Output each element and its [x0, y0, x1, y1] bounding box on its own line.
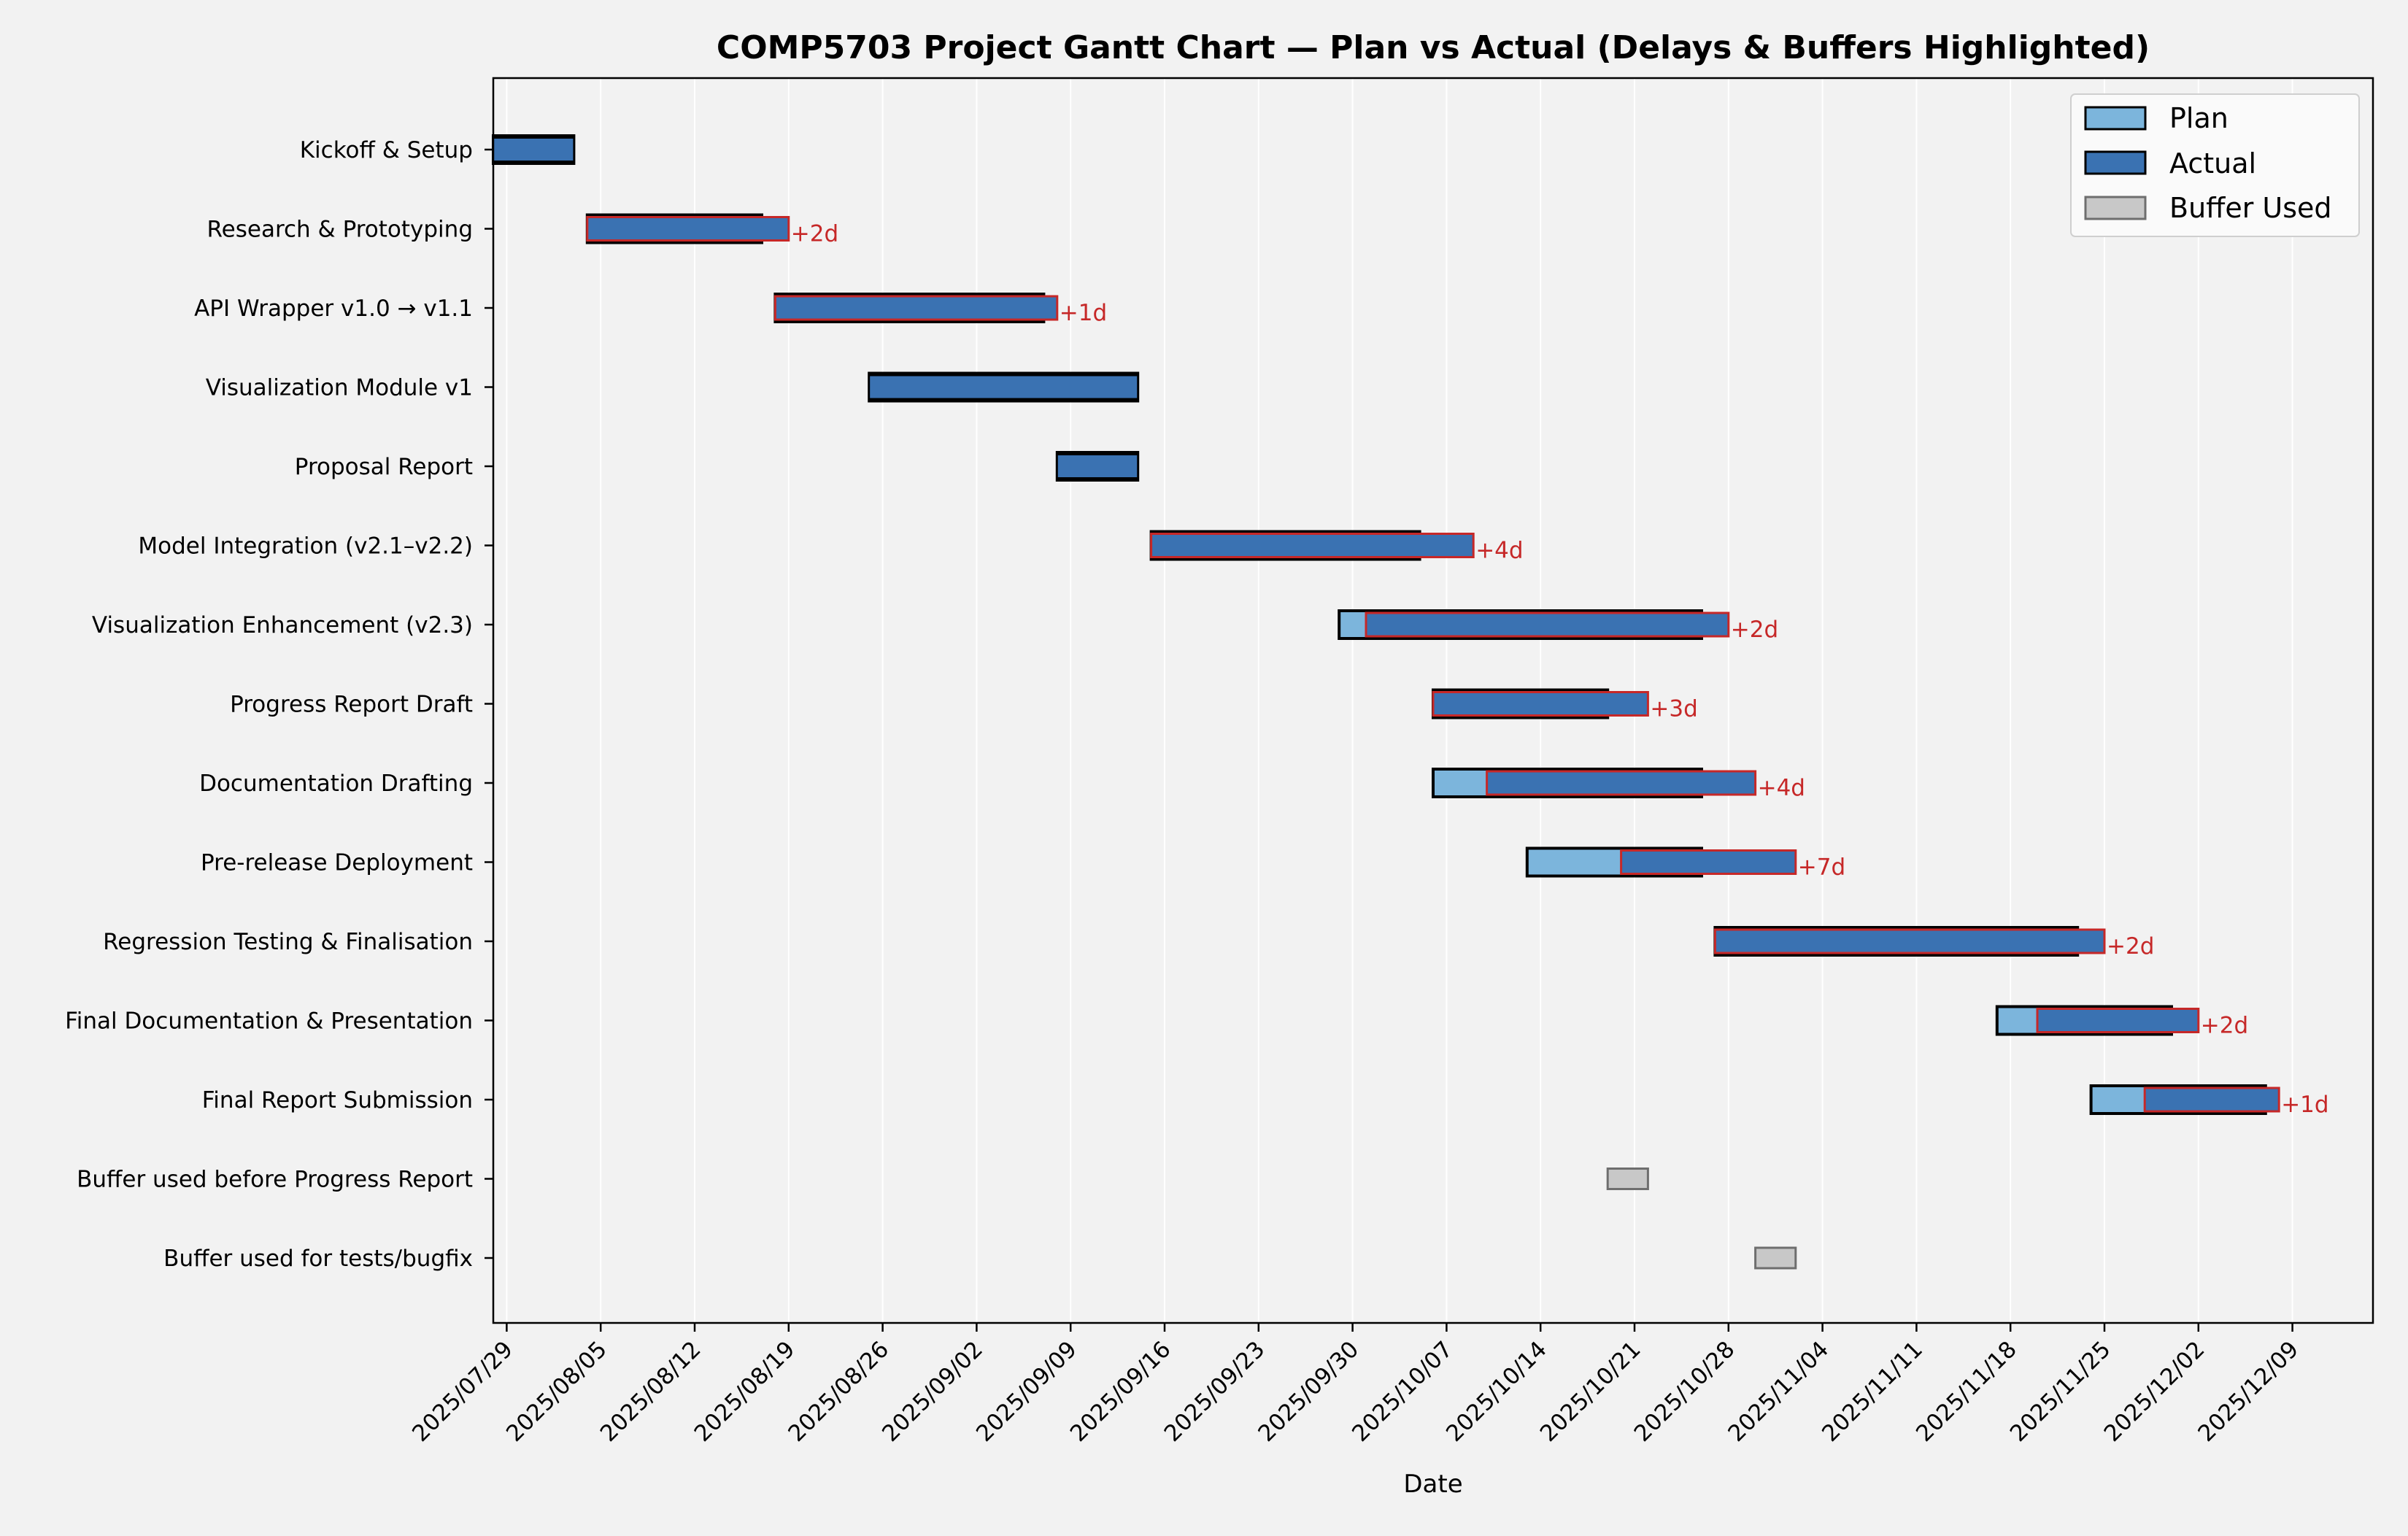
task-label: Documentation Drafting	[199, 771, 473, 797]
delay-label: +1d	[2281, 1092, 2328, 1118]
x-axis-label: Date	[1403, 1470, 1462, 1499]
delay-label: +7d	[1798, 854, 1845, 881]
actual-bar	[1713, 928, 2106, 954]
actual-bar	[1486, 770, 1757, 796]
buffer-bar	[1606, 1168, 1649, 1190]
delay-label: +2d	[2107, 933, 2154, 960]
legend-plan-label: Plan	[2169, 102, 2228, 134]
legend-actual-swatch	[2084, 150, 2147, 175]
actual-bar	[1620, 849, 1797, 875]
task-label: Visualization Module v1	[206, 375, 473, 401]
task-label: API Wrapper v1.0 → v1.1	[194, 296, 473, 322]
legend-buffer-label: Buffer Used	[2169, 192, 2332, 224]
actual-bar	[2036, 1008, 2200, 1033]
task-label: Final Documentation & Presentation	[65, 1008, 473, 1035]
actual-bar	[1432, 691, 1649, 717]
task-label: Model Integration (v2.1–v2.2)	[138, 533, 473, 560]
legend-buffer-swatch	[2084, 196, 2147, 220]
actual-bar	[1056, 454, 1139, 479]
task-label: Regression Testing & Finalisation	[103, 929, 473, 955]
legend-plan-swatch	[2084, 106, 2147, 131]
task-label: Progress Report Draft	[230, 692, 473, 718]
actual-bar	[493, 137, 575, 162]
task-label: Pre-release Deployment	[201, 850, 473, 876]
x-axis	[485, 148, 2293, 1332]
delay-label: +2d	[1731, 617, 1778, 643]
actual-bar	[1365, 611, 1730, 638]
delay-label: +3d	[1650, 696, 1697, 722]
task-label: Proposal Report	[295, 454, 473, 480]
actual-bar	[773, 295, 1059, 321]
legend-actual-label: Actual	[2169, 147, 2256, 180]
task-label: Kickoff & Setup	[300, 137, 473, 163]
task-label: Final Report Submission	[202, 1087, 473, 1114]
actual-bar	[1150, 533, 1475, 558]
legend: Plan Actual Buffer Used	[2070, 93, 2360, 237]
delay-label: +4d	[1758, 775, 1805, 801]
delay-label: +2d	[791, 221, 838, 247]
delay-label: +1d	[1060, 300, 1107, 326]
actual-bar	[2143, 1087, 2280, 1113]
delay-label: +4d	[1475, 538, 1523, 564]
buffer-bar	[1754, 1246, 1797, 1270]
task-label: Buffer used for tests/bugfix	[163, 1246, 473, 1272]
plot-frame	[492, 77, 2374, 1324]
chart-title: COMP5703 Project Gantt Chart — Plan vs A…	[717, 29, 2150, 66]
task-label: Visualization Enhancement (v2.3)	[92, 612, 473, 638]
task-label: Research & Prototyping	[207, 217, 474, 243]
task-label: Buffer used before Progress Report	[77, 1167, 473, 1193]
actual-bar	[586, 216, 790, 242]
actual-bar	[868, 374, 1139, 400]
delay-label: +2d	[2201, 1013, 2248, 1039]
bars-layer: +2d +1d +4d +2d +3d +4d +7d +2d +2d +1d	[492, 134, 2329, 1270]
